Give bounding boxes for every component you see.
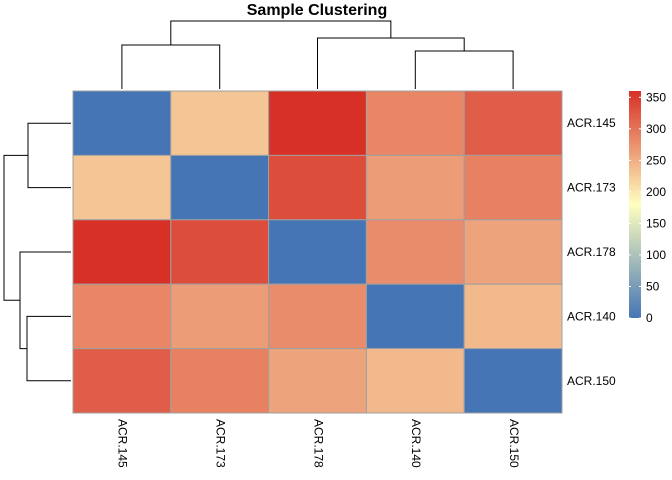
heatmap-cell [463, 219, 563, 285]
heatmap-cell [72, 348, 172, 414]
heatmap-cell [365, 348, 465, 414]
legend-tick-label: 50 [646, 280, 660, 294]
column-dendrogram-branch [170, 20, 392, 45]
column-dendrogram-branch [414, 50, 514, 89]
row-dendrogram-branch [27, 122, 71, 189]
row-dendrogram-branch [19, 251, 71, 350]
heatmap-cell [268, 219, 367, 285]
heatmap-cell [463, 283, 563, 350]
heatmap-cell [365, 90, 465, 156]
legend-tick-label: 100 [646, 248, 666, 262]
column-dendrogram-branch [317, 37, 465, 89]
row-labels: ACR.145 ACR.173 ACR.178 ACR.140 ACR.150 [567, 116, 616, 388]
row-label: ACR.150 [567, 374, 616, 388]
heatmap-cell [463, 154, 563, 221]
heatmap-cell [170, 283, 270, 350]
legend-tick-label: 300 [646, 122, 666, 136]
column-label: ACR.173 [214, 419, 228, 468]
column-label: ACR.178 [311, 419, 325, 468]
heatmap-cell [463, 90, 563, 156]
legend-tick-label: 0 [646, 311, 653, 325]
heatmap-cells [72, 90, 563, 414]
heatmap-cell [170, 219, 270, 285]
heatmap-cell [268, 90, 367, 156]
heatmap-cell [72, 283, 172, 350]
color-legend: 0 50 100 150 200 250 300 350 [629, 90, 666, 325]
column-label: ACR.145 [116, 419, 130, 468]
heatmap-cell [365, 283, 465, 350]
row-dendrogram [3, 122, 71, 382]
row-dendrogram-branch [3, 154, 28, 301]
heatmap-cell [72, 219, 172, 285]
heatmap-cell [170, 348, 270, 414]
heatmap-cell [72, 90, 172, 156]
heatmap-cell [365, 154, 465, 221]
heatmap-cell [268, 154, 367, 221]
heatmap-cell [268, 348, 367, 414]
row-label: ACR.140 [567, 309, 616, 323]
heatmap-cell [170, 90, 270, 156]
heatmap-cell [170, 154, 270, 221]
column-label: ACR.140 [409, 419, 423, 468]
row-dendrogram-branch [26, 315, 71, 382]
legend-tick-label: 150 [646, 216, 666, 230]
legend-tick-label: 250 [646, 153, 666, 167]
column-label: ACR.150 [507, 419, 521, 468]
heatmap-cell [463, 348, 563, 414]
column-dendrogram [121, 20, 514, 89]
column-dendrogram-branch [121, 44, 221, 89]
column-labels: ACR.145 ACR.173 ACR.178 ACR.140 ACR.150 [116, 419, 521, 468]
chart-title: Sample Clustering [247, 2, 387, 19]
heatmap-cell [365, 219, 465, 285]
heatmap-cell [72, 154, 172, 221]
heatmap-cell [268, 283, 367, 350]
color-scale-bar [629, 91, 641, 318]
legend-tick-label: 200 [646, 185, 666, 199]
legend-tick-label: 350 [646, 90, 666, 104]
row-label: ACR.145 [567, 116, 616, 130]
row-label: ACR.178 [567, 245, 616, 259]
row-label: ACR.173 [567, 181, 616, 195]
